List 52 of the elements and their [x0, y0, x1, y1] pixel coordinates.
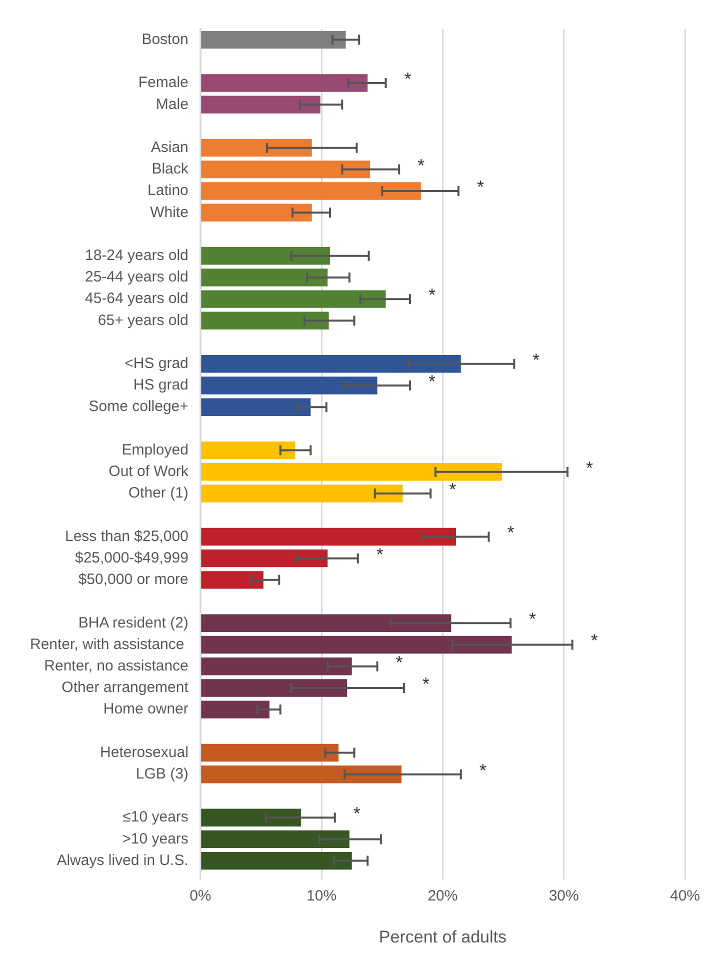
y-tick-label: LGB (3)	[136, 766, 188, 783]
y-tick-label: ≤10 years	[122, 808, 188, 826]
annotation: *	[428, 371, 436, 392]
y-tick-label: 65+ years old	[98, 312, 188, 329]
y-tick-label: HS grad	[133, 376, 188, 394]
x-axis-title: Percent of adults	[378, 927, 506, 946]
y-tick-label: 25-44 years old	[85, 268, 188, 286]
annotation: *	[479, 760, 486, 780]
y-tick-label: Renter, with assistance	[30, 636, 188, 653]
annotation: *	[376, 544, 384, 564]
y-tick-label: $25,000-$49,999	[74, 549, 188, 566]
y-tick-label: Always lived in U.S.	[56, 852, 188, 869]
x-tick-label: 30%	[548, 888, 579, 905]
y-tick-label: Female	[138, 74, 188, 92]
y-tick-label: Some college+	[88, 398, 189, 416]
y-tick-label: BHA resident (2)	[78, 614, 188, 632]
y-tick-label: Renter, no assistance	[44, 657, 188, 674]
annotation: *	[396, 652, 403, 672]
y-tick-label: Employed	[122, 441, 188, 458]
x-tick-label: 10%	[306, 888, 337, 905]
x-tick-label: 20%	[428, 888, 458, 905]
y-tick-label: Less than $25,000	[64, 528, 188, 545]
annotation: *	[449, 479, 456, 500]
y-tick-label: >10 years	[122, 830, 188, 848]
annotation: *	[418, 155, 425, 176]
y-tick-label: 45-64 years old	[85, 290, 188, 308]
x-tick-label: 40%	[670, 888, 700, 905]
annotation: *	[590, 630, 598, 651]
y-tick-label: Black	[152, 160, 189, 178]
annotation: *	[586, 458, 593, 478]
annotation: *	[404, 68, 412, 89]
x-tick-label: 0%	[190, 888, 212, 905]
y-tick-label: Heterosexual	[100, 744, 188, 761]
y-tick-label: Home owner	[103, 700, 188, 718]
annotation: *	[532, 350, 540, 370]
y-tick-label: <HS grad	[124, 355, 188, 372]
y-tick-label: Out of Work	[108, 463, 189, 480]
annotation: *	[428, 285, 436, 306]
y-tick-label: 18-24 years old	[85, 246, 188, 264]
y-tick-label: White	[150, 204, 188, 221]
annotation: *	[476, 177, 484, 198]
y-tick-label: $50,000 or more	[78, 571, 188, 588]
y-tick-label: Boston	[142, 30, 188, 48]
annotation: *	[529, 609, 536, 630]
y-tick-label: Other arrangement	[62, 679, 190, 696]
y-tick-label: Other (1)	[128, 484, 188, 502]
y-tick-label: Latino	[148, 182, 188, 200]
annotation: *	[353, 804, 360, 824]
annotation: *	[422, 674, 430, 694]
y-tick-label: Male	[156, 96, 188, 113]
annotation: *	[507, 522, 514, 543]
y-tick-label: Asian	[150, 138, 188, 156]
